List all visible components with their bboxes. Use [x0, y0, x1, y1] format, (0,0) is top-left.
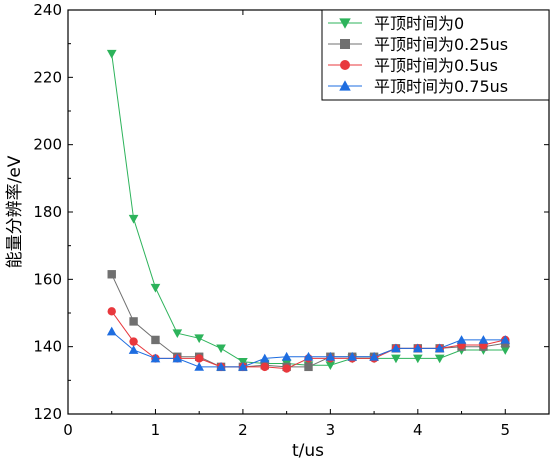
- data-point: [238, 362, 248, 371]
- legend-marker: [340, 39, 350, 49]
- data-point: [107, 307, 116, 316]
- data-point: [282, 364, 291, 373]
- data-point: [151, 335, 160, 345]
- y-axis-title: 能量分辨率/eV: [5, 155, 25, 268]
- data-point: [434, 354, 445, 364]
- data-point: [106, 326, 117, 336]
- data-point: [150, 283, 161, 293]
- data-point: [172, 329, 183, 339]
- y-tick-label: 220: [33, 68, 62, 86]
- data-point: [412, 354, 423, 364]
- data-point: [325, 351, 336, 361]
- series-3: [106, 326, 511, 371]
- plot-series-group: [106, 49, 511, 373]
- data-point: [412, 343, 423, 353]
- data-point: [369, 351, 379, 361]
- data-point: [106, 49, 117, 59]
- data-point: [129, 337, 138, 346]
- x-tick-label: 2: [238, 421, 248, 439]
- data-point: [281, 351, 292, 361]
- data-point: [129, 317, 138, 326]
- data-point: [500, 346, 511, 355]
- y-tick-label: 200: [33, 136, 62, 154]
- x-tick-label: 1: [151, 421, 161, 439]
- data-point: [107, 270, 116, 279]
- data-point: [128, 345, 139, 354]
- data-point: [434, 343, 445, 353]
- legend-box: [321, 9, 550, 101]
- x-tick-label: 4: [413, 421, 423, 439]
- data-point: [259, 353, 270, 363]
- x-axis-title: t/us: [292, 441, 324, 461]
- y-tick-label: 240: [33, 1, 62, 19]
- legend-label: 平顶时间为0.75us: [374, 77, 508, 96]
- data-point: [128, 214, 139, 224]
- legend-marker: [339, 18, 351, 29]
- series-line: [111, 53, 506, 366]
- data-point: [347, 351, 358, 361]
- x-tick-label: 3: [326, 421, 336, 439]
- data-point: [456, 335, 467, 344]
- data-point: [150, 353, 161, 363]
- legend-label: 平顶时间为0.25us: [374, 35, 508, 54]
- y-tick-label: 120: [33, 405, 62, 423]
- data-point: [478, 335, 489, 344]
- data-point: [194, 362, 205, 371]
- data-point: [325, 361, 336, 371]
- axes-group: 0 1 2 3 4 5 120 140 160 180 200 220 240: [33, 1, 549, 439]
- data-point: [194, 334, 205, 344]
- data-point: [304, 362, 313, 372]
- data-point: [260, 362, 269, 372]
- y-tick-label: 160: [33, 270, 62, 288]
- legend-label: 平顶时间为0.5us: [374, 56, 498, 75]
- x-tick-label: 0: [63, 421, 73, 439]
- data-point: [216, 362, 226, 371]
- y-tick-label: 140: [33, 338, 62, 356]
- data-point: [391, 343, 401, 353]
- x-tick-label: 5: [500, 421, 510, 439]
- legend: 平顶时间为0 平顶时间为0.25us 平顶时间为0.5us 平顶时间为0.75us: [321, 9, 550, 101]
- data-point: [500, 335, 511, 344]
- data-point: [194, 354, 204, 363]
- data-point: [303, 351, 314, 361]
- legend-label: 平顶时间为0: [374, 14, 464, 33]
- y-tick-label: 180: [33, 203, 62, 221]
- legend-marker: [340, 60, 350, 70]
- data-point: [172, 353, 183, 363]
- legend-marker: [339, 80, 351, 91]
- data-point: [216, 344, 226, 354]
- data-point: [391, 354, 401, 364]
